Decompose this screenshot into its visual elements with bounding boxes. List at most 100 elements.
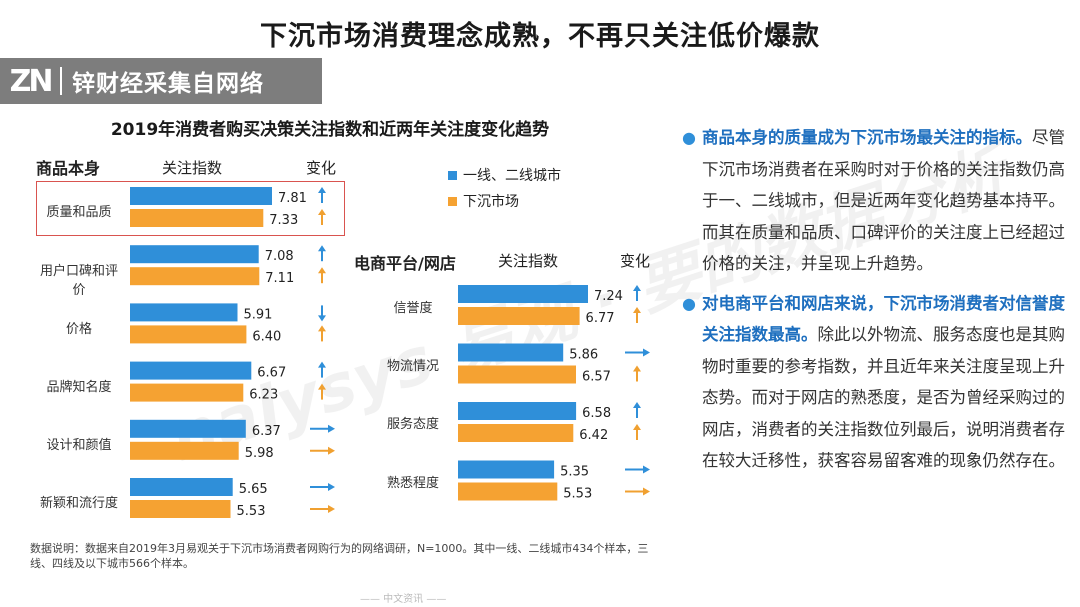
category-label: 熟悉程度 xyxy=(386,476,439,491)
source-banner: ZN 锌财经采集自网络 xyxy=(0,58,322,104)
trend-flat-icon xyxy=(328,505,335,513)
category-label: 服务态度 xyxy=(386,417,439,432)
data-label: 5.91 xyxy=(243,307,272,322)
category-label: 价格 xyxy=(65,322,92,337)
trend-flat-icon xyxy=(328,483,335,491)
trend-up-icon xyxy=(633,402,641,408)
trend-flat-icon xyxy=(328,446,335,455)
footer-text: —— 中文资讯 —— xyxy=(360,594,447,605)
page-title: 下沉市场消费理念成熟，不再只关注低价爆款 xyxy=(260,21,820,52)
insight-body: 除此以外物流、服务态度也是其购物时重要的参考指数，并且近年来关注度呈现上升态势。… xyxy=(702,325,1065,470)
bar xyxy=(130,478,233,496)
trend-up-icon xyxy=(318,209,326,215)
legend-label: 一线、二线城市 xyxy=(463,168,561,184)
data-label: 5.98 xyxy=(245,446,274,461)
data-label: 5.65 xyxy=(239,482,268,497)
trend-up-icon xyxy=(633,365,641,372)
category-label: 质量和品质 xyxy=(46,205,112,220)
right-index-header: 关注指数 xyxy=(498,252,559,270)
data-label: 6.37 xyxy=(252,424,281,439)
left-section-title: 商品本身 xyxy=(36,159,101,178)
data-label: 6.77 xyxy=(586,311,615,326)
legend-swatch-orange xyxy=(448,196,457,206)
data-label: 6.23 xyxy=(249,388,278,403)
bullet-icon: ● xyxy=(682,128,696,147)
data-label: 7.08 xyxy=(265,249,294,264)
category-label: 用户口碑和评价 xyxy=(39,264,118,298)
data-label: 7.81 xyxy=(278,191,307,206)
trend-up-icon xyxy=(633,424,641,430)
bar xyxy=(130,361,252,380)
data-note: 数据说明：数据来自2019年3月易观关于下沉市场消费者网购行为的网络调研，N=1… xyxy=(30,542,649,570)
trend-flat-icon xyxy=(643,487,650,496)
trend-flat-icon xyxy=(643,348,650,357)
legend-item-lower-tier: 下沉市场 xyxy=(448,191,519,211)
bar xyxy=(130,419,246,438)
data-label: 7.24 xyxy=(594,289,623,304)
bar xyxy=(130,325,247,344)
bar xyxy=(458,307,580,325)
bar xyxy=(130,209,264,227)
bar xyxy=(458,424,574,442)
data-label: 5.53 xyxy=(237,504,266,519)
bar xyxy=(130,500,231,518)
insight-body: 尽管下沉市场消费者在采购时对于价格的关注指数仍高于一、二线城市，但是近两年变化趋… xyxy=(702,128,1065,273)
trend-up-icon xyxy=(318,267,326,274)
category-label: 设计和颜值 xyxy=(46,438,112,453)
data-label: 5.53 xyxy=(563,487,592,502)
insight-panel: ● 商品本身的质量成为下沉市场最关注的指标。尽管下沉市场消费者在采购时对于价格的… xyxy=(680,122,1065,485)
data-label: 6.42 xyxy=(579,428,608,443)
data-label: 7.33 xyxy=(269,213,298,228)
left-change-header: 变化 xyxy=(306,159,337,177)
highlight-frame-quality xyxy=(36,181,345,236)
legend-label: 下沉市场 xyxy=(463,194,519,210)
logo-divider xyxy=(60,67,62,95)
chart-title: 2019年消费者购买决策关注指数和近两年关注度变化趋势 xyxy=(110,120,550,140)
bar xyxy=(130,267,260,286)
trend-flat-icon xyxy=(643,465,650,474)
category-label: 新颖和流行度 xyxy=(39,496,118,511)
bar xyxy=(130,245,259,264)
trend-up-icon xyxy=(318,383,326,390)
bullet-icon: ● xyxy=(682,293,696,313)
insight-highlight: 商品本身的质量成为下沉市场最关注的指标。 xyxy=(702,128,1032,147)
data-label: 6.58 xyxy=(582,406,611,421)
bar xyxy=(130,383,244,402)
trend-up-icon xyxy=(318,325,326,332)
bar xyxy=(130,441,239,460)
insight-paragraph: ● 对电商平台和网店来说，下沉市场消费者对信誉度关注指数最高。除此以外物流、服务… xyxy=(680,288,1065,477)
trend-up-icon xyxy=(318,187,326,193)
bar xyxy=(458,285,588,303)
right-change-header: 变化 xyxy=(620,252,651,270)
right-section-title: 电商平台/网店 xyxy=(354,254,456,273)
data-label: 6.67 xyxy=(257,366,286,381)
data-label: 6.57 xyxy=(582,370,611,385)
category-label: 信誉度 xyxy=(393,301,433,316)
data-label: 6.40 xyxy=(252,329,281,344)
trend-down-icon xyxy=(318,315,326,322)
bar xyxy=(458,365,576,384)
bar xyxy=(458,482,558,501)
trend-up-icon xyxy=(633,285,641,291)
trend-flat-icon xyxy=(328,424,335,433)
bar xyxy=(458,402,577,420)
bar xyxy=(458,460,555,479)
insight-paragraph: ● 商品本身的质量成为下沉市场最关注的指标。尽管下沉市场消费者在采购时对于价格的… xyxy=(680,122,1065,280)
data-label: 5.86 xyxy=(569,348,598,363)
category-label: 品牌知名度 xyxy=(46,380,112,395)
category-label: 物流情况 xyxy=(386,359,439,374)
bar xyxy=(130,187,272,205)
source-label: 锌财经采集自网络 xyxy=(72,71,264,97)
trend-up-icon xyxy=(633,307,641,313)
left-index-header: 关注指数 xyxy=(162,159,223,177)
trend-up-icon xyxy=(318,361,326,368)
bar xyxy=(130,303,238,322)
trend-up-icon xyxy=(318,245,326,252)
legend-item-tier12: 一线、二线城市 xyxy=(448,165,561,185)
legend-swatch-blue xyxy=(448,170,457,180)
zn-logo-icon: ZN xyxy=(9,63,54,99)
data-label: 5.35 xyxy=(560,465,589,480)
bar xyxy=(458,343,564,362)
data-label: 7.11 xyxy=(265,271,294,286)
insight-highlight: 对电商平台和网店来说，下沉市场消费者对信誉度关注指数最高。 xyxy=(702,293,1065,345)
